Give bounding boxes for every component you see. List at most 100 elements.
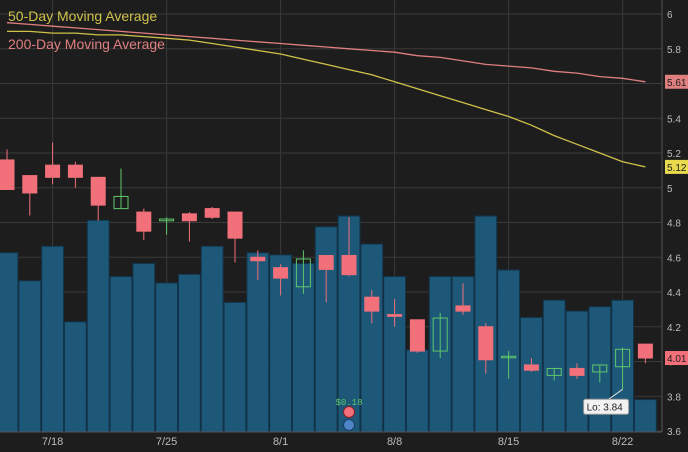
candle-down — [364, 290, 380, 324]
volume-bar — [155, 282, 178, 433]
dividend-icon — [343, 406, 355, 418]
candle-body — [250, 256, 266, 262]
candle-down — [455, 283, 471, 315]
last-price-tag: 4.01 — [665, 351, 688, 366]
x-tick-label: 8/22 — [612, 436, 633, 448]
candle-up — [159, 217, 175, 235]
volume-bar — [86, 219, 110, 433]
volume-bar — [542, 299, 566, 433]
candle-body — [387, 314, 403, 317]
y-tick-label: 3.8 — [667, 392, 681, 403]
ma-200-value-tag-box — [665, 74, 688, 89]
volume-bars — [0, 215, 657, 433]
y-tick-label: 5 — [667, 184, 673, 195]
candle-up — [432, 312, 448, 359]
candle-down — [90, 176, 106, 221]
candle-up — [295, 250, 311, 294]
candle-body — [501, 355, 517, 359]
candle-body — [432, 317, 448, 352]
volume-bar — [497, 269, 521, 433]
candle-body — [227, 211, 243, 239]
candle-body — [546, 367, 562, 376]
volume-bar — [223, 301, 247, 433]
candle-body — [22, 175, 38, 194]
candle-down — [227, 211, 243, 263]
x-axis-background — [0, 432, 662, 452]
x-axis: 7/18 7/25 8/1 8/8 8/15 8/22 — [0, 431, 662, 452]
candle-body — [318, 255, 334, 270]
volume-bar — [109, 275, 133, 433]
y-tick-label: 3.6 — [667, 427, 681, 438]
candle-body — [67, 164, 83, 178]
candle-body — [409, 319, 425, 352]
x-tick-label: 8/1 — [273, 436, 288, 448]
volume-bar — [360, 243, 384, 433]
candle-body — [455, 305, 471, 312]
ma-50-value-tag-box — [665, 159, 688, 174]
y-tick-label: 5.4 — [667, 114, 681, 125]
candle-down — [318, 255, 334, 303]
x-tick-label: 8/15 — [498, 436, 519, 448]
candle-body — [364, 296, 380, 312]
candle-down — [204, 206, 220, 220]
last-price-tag-box — [665, 351, 688, 366]
legend-50-day-ma: 50-Day Moving Average — [8, 8, 158, 24]
candle-body — [341, 255, 357, 276]
y-tick-label: 5.2 — [667, 149, 681, 160]
x-tick-label: 7/25 — [156, 436, 177, 448]
y-tick-label: 5.8 — [667, 45, 681, 56]
candle-body — [90, 176, 106, 206]
volume-bar — [132, 263, 156, 433]
volume-bar — [41, 245, 64, 433]
candle-up — [501, 351, 517, 379]
volume-bar — [0, 252, 19, 433]
x-tick-label: 7/18 — [42, 436, 63, 448]
legend-200-day-ma: 200-Day Moving Average — [8, 36, 165, 52]
y-tick-label: 6 — [667, 10, 673, 21]
ma-50-value-tag: 5.12 — [665, 159, 688, 174]
ma-50-value-tag-text: 5.12 — [667, 163, 687, 174]
volume-bar — [634, 399, 657, 433]
candle-down — [273, 264, 289, 296]
last-price-tag-text: 4.01 — [667, 354, 687, 365]
candle-body — [569, 367, 585, 376]
low-callout-box — [583, 398, 630, 415]
volume-bar — [64, 321, 87, 433]
candle-body — [615, 348, 631, 368]
y-tick-label: 4.2 — [667, 323, 681, 334]
candle-up — [592, 364, 608, 383]
ma-200-value-tag: 5.61 — [665, 74, 688, 89]
candle-body — [478, 326, 494, 361]
moving-averages — [6, 22, 646, 168]
candle-down — [136, 208, 152, 240]
candle-down — [478, 323, 494, 374]
candle-body — [273, 267, 289, 279]
candle-down — [387, 298, 403, 327]
candlesticks — [0, 142, 653, 390]
ma-200-value-tag-text: 5.61 — [667, 78, 687, 89]
candle-body — [592, 364, 608, 373]
volume-bar — [520, 317, 543, 433]
candle-body — [159, 218, 175, 222]
earnings-icon — [343, 419, 355, 431]
candle-down — [341, 217, 357, 277]
dividend-label: $0.18 — [335, 398, 362, 408]
candle-down — [67, 161, 83, 188]
candle-down — [22, 175, 38, 216]
candle-down — [637, 343, 653, 364]
candle-body — [0, 159, 15, 190]
y-tick-label: 4.8 — [667, 219, 681, 230]
chart-overlays: Lo: 3.84 $0.18 — [335, 388, 630, 431]
volume-bar — [406, 349, 429, 433]
low-callout-label: Lo: 3.84 — [587, 402, 624, 413]
candle-down — [569, 363, 585, 379]
y-tick-label: 4.4 — [667, 288, 681, 299]
candle-body — [204, 208, 220, 218]
y-tick-label: 4.6 — [667, 253, 681, 264]
candle-up — [546, 367, 562, 381]
candle-body — [113, 195, 129, 210]
candle-down — [45, 142, 61, 185]
ma-50-day-line — [7, 30, 646, 168]
x-tick-label: 8/8 — [387, 436, 402, 448]
